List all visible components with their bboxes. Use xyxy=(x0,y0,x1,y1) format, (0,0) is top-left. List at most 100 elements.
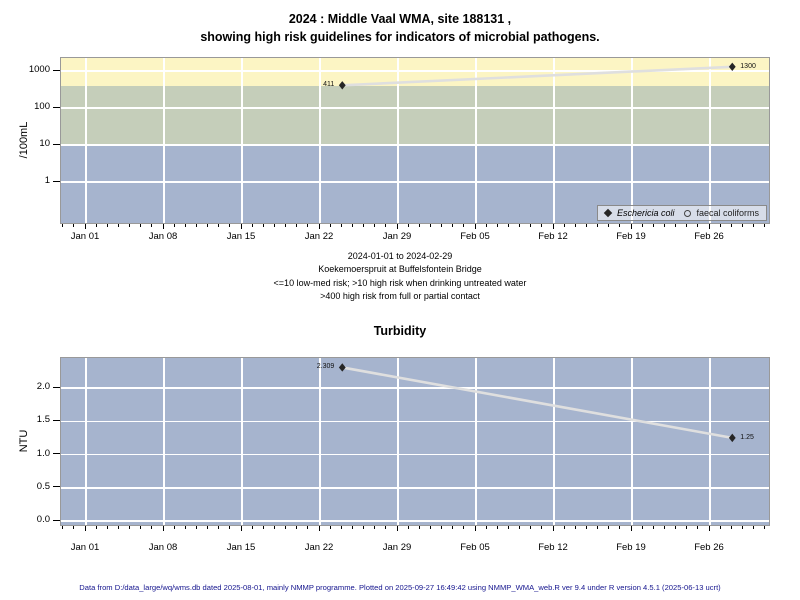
x-tick-minor xyxy=(574,526,576,529)
x-tick-major xyxy=(474,526,476,531)
x-tick-minor xyxy=(574,224,576,227)
y-tick-label: 10 xyxy=(39,138,50,149)
x-tick-major xyxy=(318,224,320,229)
gridline-horizontal xyxy=(61,453,769,456)
gridline-vertical xyxy=(319,358,321,525)
x-tick-major xyxy=(396,224,398,229)
x-tick-label: Jan 22 xyxy=(304,231,334,242)
x-tick-minor xyxy=(62,224,64,227)
x-tick-minor xyxy=(597,526,599,529)
x-tick-minor xyxy=(730,224,732,227)
x-tick-minor xyxy=(418,526,420,529)
x-tick-major xyxy=(708,526,710,531)
filled-diamond-icon xyxy=(603,208,613,218)
x-tick-minor xyxy=(429,526,431,529)
gridline-vertical xyxy=(241,58,243,223)
y-tick-mark xyxy=(53,419,60,421)
gridline-horizontal xyxy=(61,387,769,389)
x-tick-minor xyxy=(262,224,264,227)
x-tick-minor xyxy=(608,526,610,529)
x-tick-minor xyxy=(296,526,298,529)
gridline-horizontal xyxy=(61,107,769,109)
x-tick-label: Feb 26 xyxy=(694,231,724,242)
x-tick-minor xyxy=(285,224,287,227)
x-tick-minor xyxy=(686,526,688,529)
turbidity-title: Turbidity xyxy=(373,324,427,338)
x-tick-minor xyxy=(452,526,454,529)
gridline-vertical xyxy=(241,358,243,525)
data-line xyxy=(342,65,733,87)
x-tick-minor xyxy=(363,526,365,529)
x-tick-minor xyxy=(374,526,376,529)
x-tick-major xyxy=(84,224,86,229)
x-tick-minor xyxy=(496,526,498,529)
x-tick-major xyxy=(396,526,398,531)
x-tick-minor xyxy=(441,526,443,529)
y-tick-mark xyxy=(53,69,60,71)
x-tick-minor xyxy=(741,526,743,529)
gridline-vertical xyxy=(397,58,399,223)
gridline-vertical xyxy=(631,58,633,223)
x-tick-label: Feb 05 xyxy=(460,231,490,242)
x-tick-major xyxy=(162,224,164,229)
data-point-marker xyxy=(338,363,346,372)
x-tick-minor xyxy=(340,224,342,227)
caption-risk-note-1: <=10 low-med risk; >10 high risk when dr… xyxy=(273,277,527,288)
x-tick-minor xyxy=(95,224,97,227)
x-tick-minor xyxy=(73,224,75,227)
data-point-marker xyxy=(728,433,736,443)
x-tick-minor xyxy=(507,224,509,227)
x-tick-minor xyxy=(563,526,565,529)
x-tick-minor xyxy=(151,224,153,227)
y-tick-mark xyxy=(53,143,60,145)
legend-label-faecal-coliforms: faecal coliforms xyxy=(696,208,759,218)
x-tick-minor xyxy=(106,224,108,227)
x-tick-minor xyxy=(619,526,621,529)
x-tick-minor xyxy=(374,224,376,227)
gridline-horizontal xyxy=(61,144,769,146)
x-tick-minor xyxy=(229,224,231,227)
y-tick-label: 1.5 xyxy=(36,414,50,426)
x-tick-minor xyxy=(608,224,610,227)
gridline-vertical xyxy=(631,358,633,525)
x-tick-minor xyxy=(485,224,487,227)
x-tick-minor xyxy=(530,224,532,227)
x-tick-major xyxy=(318,526,320,531)
x-tick-minor xyxy=(285,526,287,529)
x-tick-minor xyxy=(218,224,220,227)
gridline-vertical xyxy=(319,58,321,223)
x-tick-minor xyxy=(697,526,699,529)
x-tick-minor xyxy=(719,526,721,529)
x-tick-minor xyxy=(173,224,175,227)
x-tick-minor xyxy=(641,526,643,529)
gridline-vertical xyxy=(163,58,165,223)
y-tick-mark xyxy=(53,453,60,454)
x-tick-label: Feb 05 xyxy=(460,542,490,553)
x-tick-minor xyxy=(117,526,119,529)
turbidity-chart-panel: 2.309 1.25 xyxy=(60,357,770,526)
x-tick-label: Feb 26 xyxy=(694,542,724,553)
data-line xyxy=(342,366,733,440)
x-tick-minor xyxy=(296,224,298,227)
x-tick-label: Feb 19 xyxy=(616,231,646,242)
data-layer xyxy=(338,62,736,90)
x-tick-minor xyxy=(307,224,309,227)
caption: 2024-01-01 to 2024-02-29 Koekemoerspruit… xyxy=(0,250,800,304)
y-tick-label: 2.0 xyxy=(36,381,50,392)
x-tick-minor xyxy=(385,224,387,227)
x-tick-label: Jan 29 xyxy=(382,231,412,242)
x-tick-minor xyxy=(106,526,108,529)
x-tick-minor xyxy=(418,224,420,227)
data-layer xyxy=(338,363,736,443)
gridline-vertical xyxy=(475,358,477,525)
x-tick-minor xyxy=(329,526,331,529)
x-tick-minor xyxy=(62,526,64,529)
x-tick-major xyxy=(240,224,242,229)
y-tick-mark xyxy=(53,180,60,182)
x-tick-minor xyxy=(463,526,465,529)
x-tick-minor xyxy=(173,526,175,529)
x-tick-label: Jan 29 xyxy=(382,542,412,553)
x-tick-major xyxy=(552,224,554,229)
x-tick-major xyxy=(162,526,164,531)
